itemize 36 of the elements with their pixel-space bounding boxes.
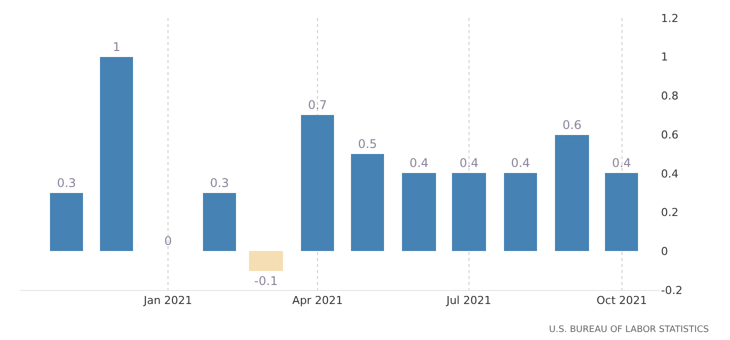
- y-tick-label: 1: [661, 50, 668, 64]
- data-label: 0.4: [510, 156, 530, 170]
- bar: [301, 115, 334, 251]
- x-tick-label: Oct 2021: [596, 294, 648, 308]
- y-tick-label: 0.6: [661, 128, 678, 142]
- data-label: 0: [164, 234, 172, 248]
- bar: [249, 251, 283, 271]
- y-tick-label: -0.2: [661, 284, 682, 297]
- y-tick-label: 0.4: [661, 167, 678, 180]
- data-label: -0.1: [254, 274, 278, 288]
- data-label: 0.3: [56, 176, 76, 190]
- data-label: 0.7: [308, 98, 328, 112]
- data-label: 0.5: [358, 137, 378, 151]
- y-tick-label: 0: [661, 244, 668, 258]
- data-label: 1: [112, 40, 120, 54]
- bar: [555, 135, 589, 251]
- bar: [203, 193, 236, 251]
- text: U.S. BUREAU OF LABOR STATISTICS: [549, 325, 710, 335]
- bar: [100, 57, 133, 251]
- bar: [402, 173, 436, 251]
- data-label: 0.6: [562, 118, 582, 132]
- bar: [504, 173, 537, 251]
- y-tick-label: 1.2: [661, 12, 678, 25]
- bar: [351, 154, 384, 251]
- y-tick-label: 0.2: [661, 206, 678, 220]
- x-tick-label: Jul 2021: [445, 294, 492, 308]
- data-label: 0.4: [409, 156, 429, 170]
- bar: [50, 193, 83, 251]
- data-label: 0.4: [612, 156, 632, 170]
- data-label: 0.3: [210, 176, 230, 190]
- x-tick-label: Apr 2021: [292, 294, 343, 308]
- bar: [452, 173, 486, 251]
- bar: [605, 173, 638, 251]
- x-tick-label: Jan 2021: [142, 294, 192, 308]
- y-tick-label: 0.8: [661, 90, 678, 103]
- data-label: 0.4: [459, 156, 479, 170]
